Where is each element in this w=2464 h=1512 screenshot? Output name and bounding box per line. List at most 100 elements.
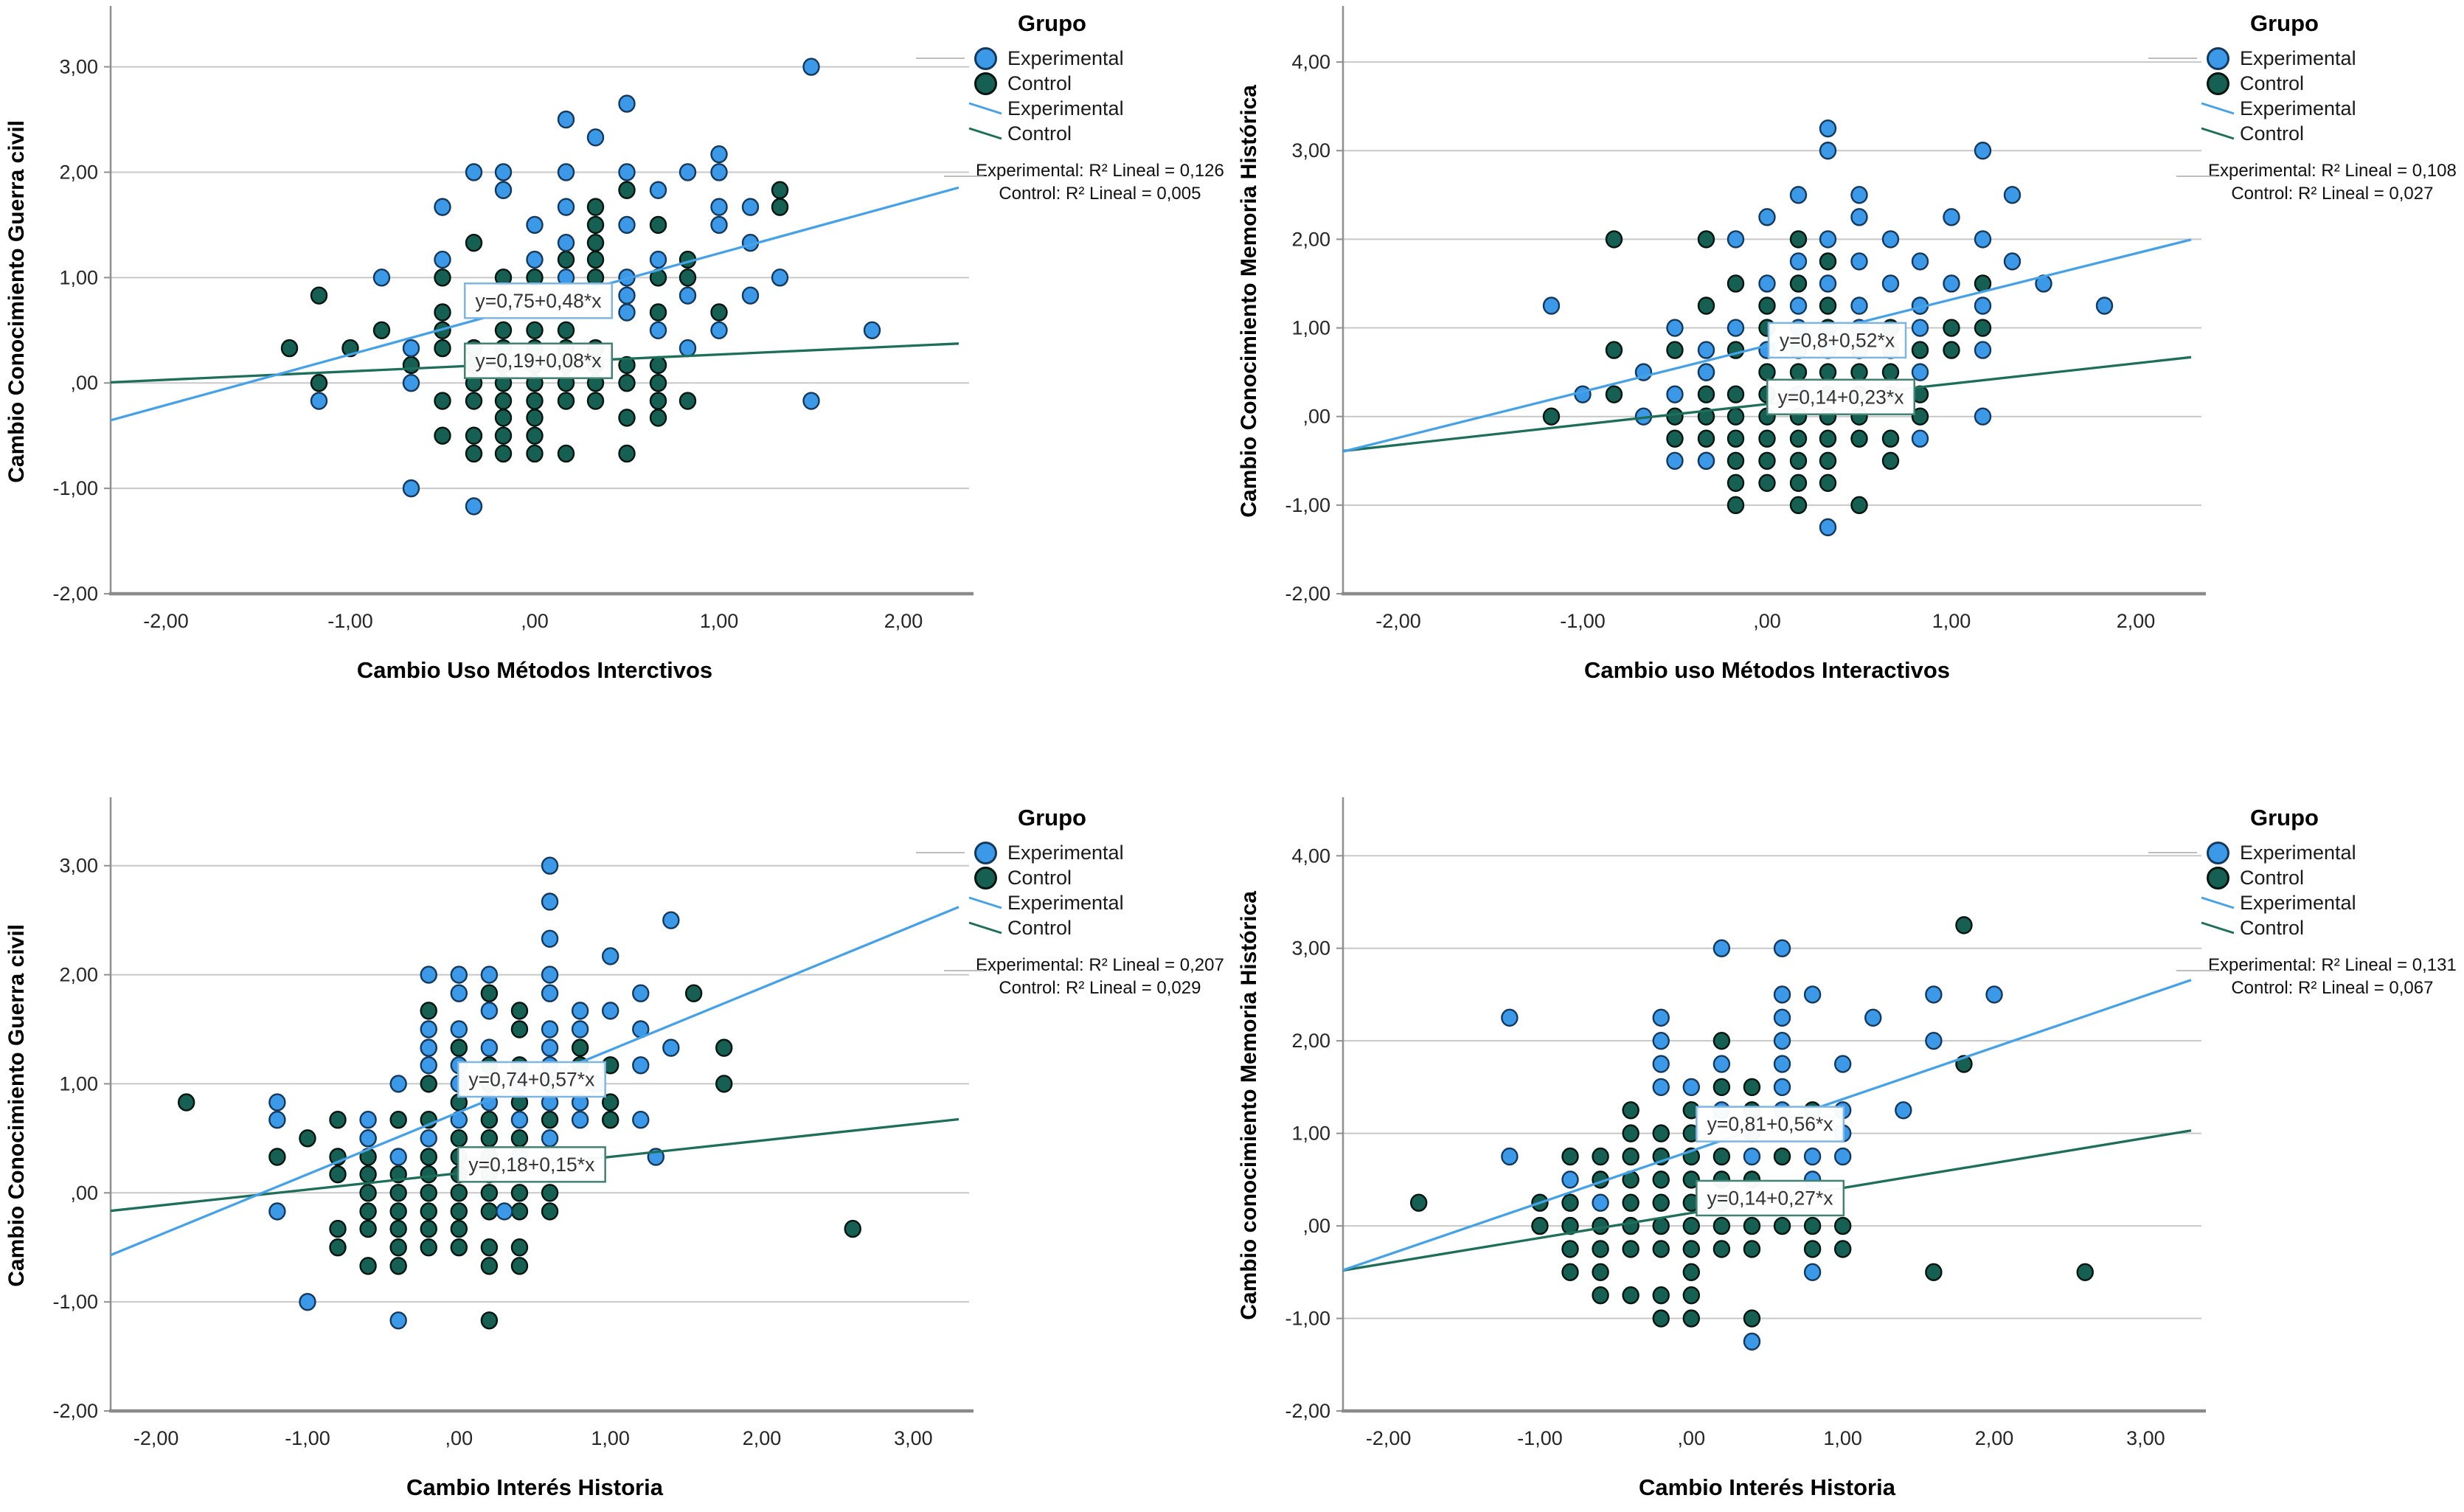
legend-title: Grupo <box>1018 805 1086 830</box>
svg-text:y=0,74+0,57*x: y=0,74+0,57*x <box>468 1069 594 1091</box>
r-squared-annotation: Experimental: R² Lineal = 0,126 Control:… <box>963 159 1237 205</box>
experimental-dot-icon <box>2196 46 2240 70</box>
svg-text:-1,00: -1,00 <box>285 1427 330 1449</box>
legend-title: Grupo <box>1018 10 1086 36</box>
legend: Grupo Experimental Control Experimental … <box>2148 10 2464 205</box>
control-dot-icon <box>963 72 1007 95</box>
svg-text:1,00: 1,00 <box>1291 317 1330 339</box>
svg-text:y=0,8+0,52*x: y=0,8+0,52*x <box>1780 329 1895 351</box>
svg-text:2,00: 2,00 <box>884 610 923 632</box>
svg-text:1,00: 1,00 <box>59 1072 98 1095</box>
legend-callout-line <box>944 970 984 971</box>
svg-text:,00: ,00 <box>1302 1215 1330 1237</box>
y-axis-title: Cambio Conocimiento Guerra civil <box>4 119 29 483</box>
svg-text:1,00: 1,00 <box>1932 610 1971 632</box>
svg-text:,00: ,00 <box>521 610 549 632</box>
experimental-line-icon <box>2196 100 2240 117</box>
svg-text:3,00: 3,00 <box>1291 937 1330 960</box>
svg-text:2,00: 2,00 <box>1291 228 1330 250</box>
r-squared-control: Control: R² Lineal = 0,005 <box>999 184 1201 204</box>
legend-item-control-line: Control <box>963 121 1229 146</box>
svg-text:-2,00: -2,00 <box>52 1400 98 1422</box>
legend: Grupo Experimental Control Experimental … <box>916 805 1229 999</box>
legend-item-control-marker: Control <box>2196 71 2461 96</box>
experimental-line-icon <box>963 894 1007 912</box>
plot-canvas-top-left: 3,00 2,00 1,00 ,00 -1,00 -2,00 -2,00 -1,00 ,00 1,… <box>52 6 974 683</box>
svg-text:-1,00: -1,00 <box>1285 1308 1330 1330</box>
legend-item-control-line: Control <box>963 915 1229 940</box>
svg-text:Cambio Interés Historia: Cambio Interés Historia <box>1639 1474 1896 1500</box>
y-axis-title: Cambio Conocimiento Memoria Histórica <box>1237 85 1261 518</box>
svg-text:,00: ,00 <box>1302 406 1330 428</box>
svg-text:3,00: 3,00 <box>894 1427 933 1449</box>
svg-text:-1,00: -1,00 <box>1285 494 1330 516</box>
legend-item-experimental-line: Experimental <box>963 890 1229 915</box>
svg-text:1,00: 1,00 <box>59 266 98 288</box>
legend-item-experimental-line: Experimental <box>963 96 1229 121</box>
svg-text:,00: ,00 <box>1678 1427 1706 1449</box>
plot-canvas-bottom-right: 4,00 3,00 2,00 1,00 ,00 -1,00 -2,00 -2,00 -1,00,… <box>1285 797 2206 1500</box>
svg-text:2,00: 2,00 <box>59 964 98 986</box>
r-squared-experimental: Experimental: R² Lineal = 0,131 <box>2207 955 2457 975</box>
svg-text:-2,00: -2,00 <box>143 610 189 632</box>
scatter-panel-top-left: 3,00 2,00 1,00 ,00 -1,00 -2,00 -2,00 -1,00 ,00 1,… <box>0 0 1232 756</box>
legend-title: Grupo <box>2250 10 2319 36</box>
svg-text:-2,00: -2,00 <box>1366 1427 1412 1449</box>
r-squared-experimental: Experimental: R² Lineal = 0,108 <box>2207 161 2457 181</box>
legend-item-experimental-line: Experimental <box>2196 890 2461 915</box>
svg-text:-1,00: -1,00 <box>52 477 98 499</box>
svg-text:-1,00: -1,00 <box>52 1291 98 1313</box>
svg-text:1,00: 1,00 <box>591 1427 630 1449</box>
svg-text:-1,00: -1,00 <box>1560 610 1606 632</box>
svg-text:-1,00: -1,00 <box>327 610 373 632</box>
svg-text:4,00: 4,00 <box>1291 51 1330 73</box>
scatter-panel-bottom-right: 4,00 3,00 2,00 1,00 ,00 -1,00 -2,00 -2,00 -1,00,… <box>1232 756 2464 1512</box>
control-dot-icon <box>963 866 1007 889</box>
experimental-line-icon <box>963 100 1007 117</box>
svg-text:y=0,19+0,08*x: y=0,19+0,08*x <box>476 350 602 372</box>
legend-item-experimental-marker: Experimental <box>963 46 1229 71</box>
svg-text:3,00: 3,00 <box>2126 1427 2165 1449</box>
svg-text:y=0,81+0,56*x: y=0,81+0,56*x <box>1707 1113 1833 1135</box>
legend: Grupo Experimental Control Experimental … <box>2148 805 2464 999</box>
r-squared-control: Control: R² Lineal = 0,029 <box>999 978 1201 998</box>
legend-item-control-marker: Control <box>2196 865 2461 890</box>
svg-text:,00: ,00 <box>445 1427 473 1449</box>
svg-text:-2,00: -2,00 <box>1285 1400 1330 1422</box>
legend-item-control-line: Control <box>2196 121 2461 146</box>
control-line-icon <box>2196 125 2240 142</box>
legend-item-control-marker: Control <box>963 865 1229 890</box>
svg-text:-2,00: -2,00 <box>1375 610 1421 632</box>
svg-text:-1,00: -1,00 <box>1517 1427 1563 1449</box>
svg-text:1,00: 1,00 <box>1291 1123 1330 1145</box>
svg-text:y=0,14+0,23*x: y=0,14+0,23*x <box>1778 386 1904 408</box>
legend-item-experimental-marker: Experimental <box>963 840 1229 865</box>
svg-text:4,00: 4,00 <box>1291 845 1330 867</box>
experimental-dot-icon <box>963 46 1007 70</box>
experimental-dot-icon <box>2196 841 2240 864</box>
svg-text:-2,00: -2,00 <box>1285 583 1330 605</box>
svg-text:2,00: 2,00 <box>1975 1427 2014 1449</box>
svg-text:y=0,14+0,27*x: y=0,14+0,27*x <box>1707 1187 1833 1209</box>
r-squared-annotation: Experimental: R² Lineal = 0,207 Control:… <box>963 954 1237 999</box>
legend-item-experimental-marker: Experimental <box>2196 46 2461 71</box>
svg-text:y=0,75+0,48*x: y=0,75+0,48*x <box>476 290 602 312</box>
svg-text:3,00: 3,00 <box>1291 139 1330 162</box>
experimental-dot-icon <box>963 841 1007 864</box>
r-squared-annotation: Experimental: R² Lineal = 0,131 Control:… <box>2196 954 2464 999</box>
y-axis-title: Cambio conocimiento Memoria Histórica <box>1237 891 1261 1320</box>
svg-text:,00: ,00 <box>70 372 98 394</box>
legend-title: Grupo <box>2250 805 2319 830</box>
y-axis-title: Cambio Conocimiento Guerra civil <box>4 924 29 1287</box>
control-dot-icon <box>2196 866 2240 889</box>
r-squared-annotation: Experimental: R² Lineal = 0,108 Control:… <box>2196 159 2464 205</box>
svg-text:y=0,18+0,15*x: y=0,18+0,15*x <box>468 1154 594 1176</box>
experimental-line-icon <box>2196 894 2240 912</box>
svg-text:Cambio Uso Métodos Interctivos: Cambio Uso Métodos Interctivos <box>357 657 712 683</box>
plot-canvas-bottom-left: 3,00 2,00 1,00 ,00 -1,00 -2,00 -2,00 -1,00 ,00 1,… <box>52 797 974 1500</box>
legend: Grupo Experimental Control Experimental … <box>916 10 1229 205</box>
svg-text:2,00: 2,00 <box>1291 1030 1330 1052</box>
legend-callout-line <box>2176 176 2216 177</box>
svg-text:Cambio uso Métodos Interactivo: Cambio uso Métodos Interactivos <box>1584 657 1950 683</box>
legend-callout-line <box>2148 852 2197 853</box>
